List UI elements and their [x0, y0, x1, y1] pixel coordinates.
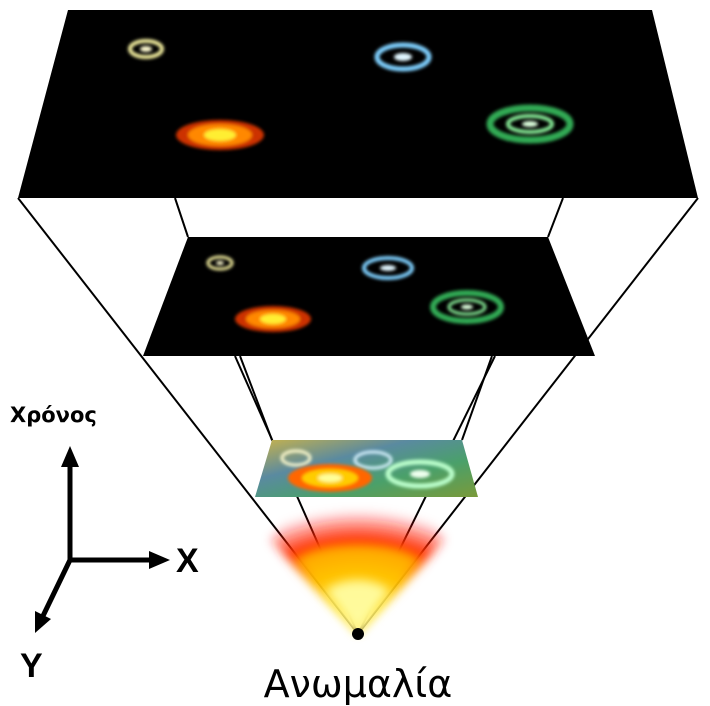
intermediate-universe-plane: [143, 237, 595, 356]
x-axis-label: X: [176, 542, 199, 580]
orange-galaxy: [288, 464, 372, 492]
orange-galaxy: [235, 306, 311, 332]
y-axis-label: Y: [20, 647, 43, 685]
x-axis-arrowhead: [149, 551, 170, 569]
present-universe-plane: [18, 10, 698, 198]
singularity-label: Ανωμαλία: [264, 662, 453, 706]
y-axis-line: [42, 560, 70, 618]
singularity-point: [352, 628, 364, 640]
axes: [42, 462, 152, 618]
orange-galaxy: [176, 120, 264, 150]
fireball: [270, 504, 445, 634]
early-universe-plane: [255, 440, 478, 497]
time-axis-label: Χρόνος: [10, 403, 97, 427]
time-axis-arrowhead: [61, 446, 79, 467]
